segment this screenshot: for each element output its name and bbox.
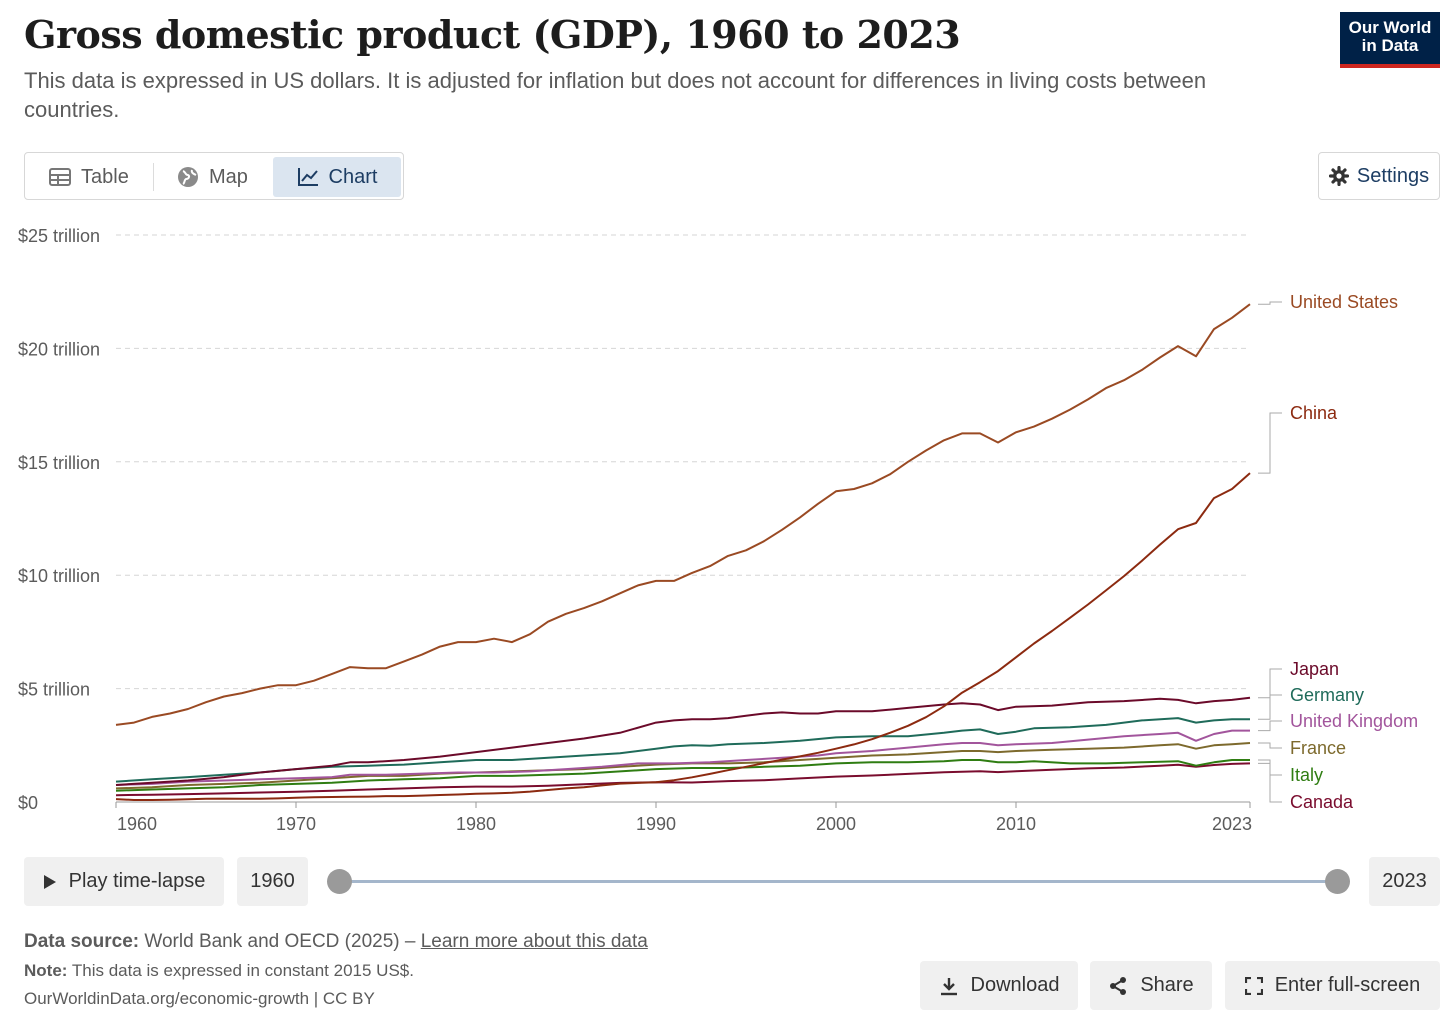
- y-tick-label: $25 trillion: [18, 226, 100, 246]
- line-chart-icon: [297, 167, 319, 187]
- series-line: [115, 729, 1250, 786]
- y-tick-label: $15 trillion: [18, 453, 100, 473]
- series-line: [115, 472, 1251, 801]
- tab-chart[interactable]: Chart: [273, 157, 401, 197]
- tab-chart-label: Chart: [328, 165, 378, 188]
- legend-connector: [1258, 301, 1282, 305]
- legend-connector: [1258, 668, 1282, 699]
- timeline-start-handle[interactable]: [327, 869, 352, 894]
- tab-map-label: Map: [209, 165, 248, 188]
- x-tick-label: 2010: [996, 814, 1036, 834]
- note-label: Note:: [24, 961, 68, 980]
- settings-button[interactable]: Settings: [1318, 152, 1440, 200]
- data-source-line: Data source: World Bank and OECD (2025) …: [24, 931, 648, 953]
- legend-connector: [1258, 720, 1282, 732]
- data-source-text: World Bank and OECD (2025) –: [144, 931, 416, 952]
- play-timelapse-label: Play time-lapse: [68, 870, 206, 892]
- play-icon: [43, 874, 57, 890]
- timeline-slider-track[interactable]: [340, 880, 1338, 883]
- x-tick-label: 1960: [117, 814, 157, 834]
- license-line: OurWorldinData.org/economic-growth | CC …: [24, 989, 375, 1008]
- series-label: France: [1290, 738, 1346, 758]
- note-text: This data is expressed in constant 2015 …: [71, 961, 414, 980]
- download-label: Download: [970, 974, 1060, 996]
- timeline-start-year[interactable]: 1960: [237, 857, 308, 906]
- legend-connector: [1258, 412, 1282, 474]
- series-label: China: [1290, 403, 1338, 423]
- share-button[interactable]: Share: [1090, 961, 1212, 1010]
- series-label: Japan: [1290, 659, 1339, 679]
- play-timelapse-button[interactable]: Play time-lapse: [24, 857, 224, 906]
- note-line: Note: This data is expressed in constant…: [24, 961, 414, 981]
- learn-more-link[interactable]: Learn more about this data: [420, 931, 648, 952]
- line-chart: $0 $5 trillion $10 trillion $15 trillion $20…: [18, 226, 1418, 834]
- x-tick-label: 2000: [816, 814, 856, 834]
- series-line: [115, 696, 1251, 786]
- expand-icon: [1244, 976, 1263, 995]
- download-icon: [939, 976, 959, 996]
- series-label: United States: [1290, 292, 1398, 312]
- series-label: United Kingdom: [1290, 711, 1418, 731]
- y-tick-label: $0: [18, 793, 38, 813]
- gear-icon: [1328, 166, 1349, 186]
- x-tick-label: 1990: [636, 814, 676, 834]
- series-label: Germany: [1290, 685, 1364, 705]
- y-tick-label: $10 trillion: [18, 566, 100, 586]
- series-label: Italy: [1290, 765, 1323, 785]
- logo-line-1: Our World: [1348, 18, 1432, 37]
- x-tick-label: 1970: [276, 814, 316, 834]
- series-label: Canada: [1290, 792, 1354, 812]
- page-title: Gross domestic product (GDP), 1960 to 20…: [24, 12, 961, 57]
- settings-label: Settings: [1356, 164, 1430, 187]
- tab-table-label: Table: [81, 165, 129, 188]
- x-tick-label: 2023: [1212, 814, 1252, 834]
- page-subtitle: This data is expressed in US dollars. It…: [24, 68, 1207, 122]
- table-icon: [49, 168, 71, 186]
- tab-table[interactable]: Table: [49, 157, 129, 197]
- timeline-end-handle[interactable]: [1325, 869, 1350, 894]
- globe-icon: [177, 166, 199, 188]
- y-tick-label: $5 trillion: [18, 680, 90, 700]
- tab-map[interactable]: Map: [177, 157, 248, 197]
- series-line: [115, 762, 1251, 797]
- legend-connector: [1258, 694, 1282, 720]
- x-tick-label: 1980: [456, 814, 496, 834]
- tab-divider: [153, 163, 154, 191]
- fullscreen-button[interactable]: Enter full-screen: [1225, 961, 1440, 1010]
- share-icon: [1108, 976, 1128, 996]
- owid-logo[interactable]: Our World in Data: [1340, 12, 1440, 68]
- legend-connector: [1258, 742, 1282, 749]
- timeline-end-year[interactable]: 2023: [1369, 857, 1440, 906]
- legend-connector: [1258, 762, 1282, 803]
- series-line: [115, 759, 1250, 792]
- share-label: Share: [1140, 974, 1194, 996]
- series-line: [115, 303, 1251, 726]
- download-button[interactable]: Download: [920, 961, 1078, 1010]
- data-source-label: Data source:: [24, 931, 140, 952]
- view-tabs: Table Map Chart: [24, 152, 404, 200]
- logo-line-2: in Data: [1361, 36, 1419, 55]
- fullscreen-label: Enter full-screen: [1274, 974, 1421, 996]
- series-line: [115, 717, 1250, 783]
- y-tick-label: $20 trillion: [18, 339, 100, 359]
